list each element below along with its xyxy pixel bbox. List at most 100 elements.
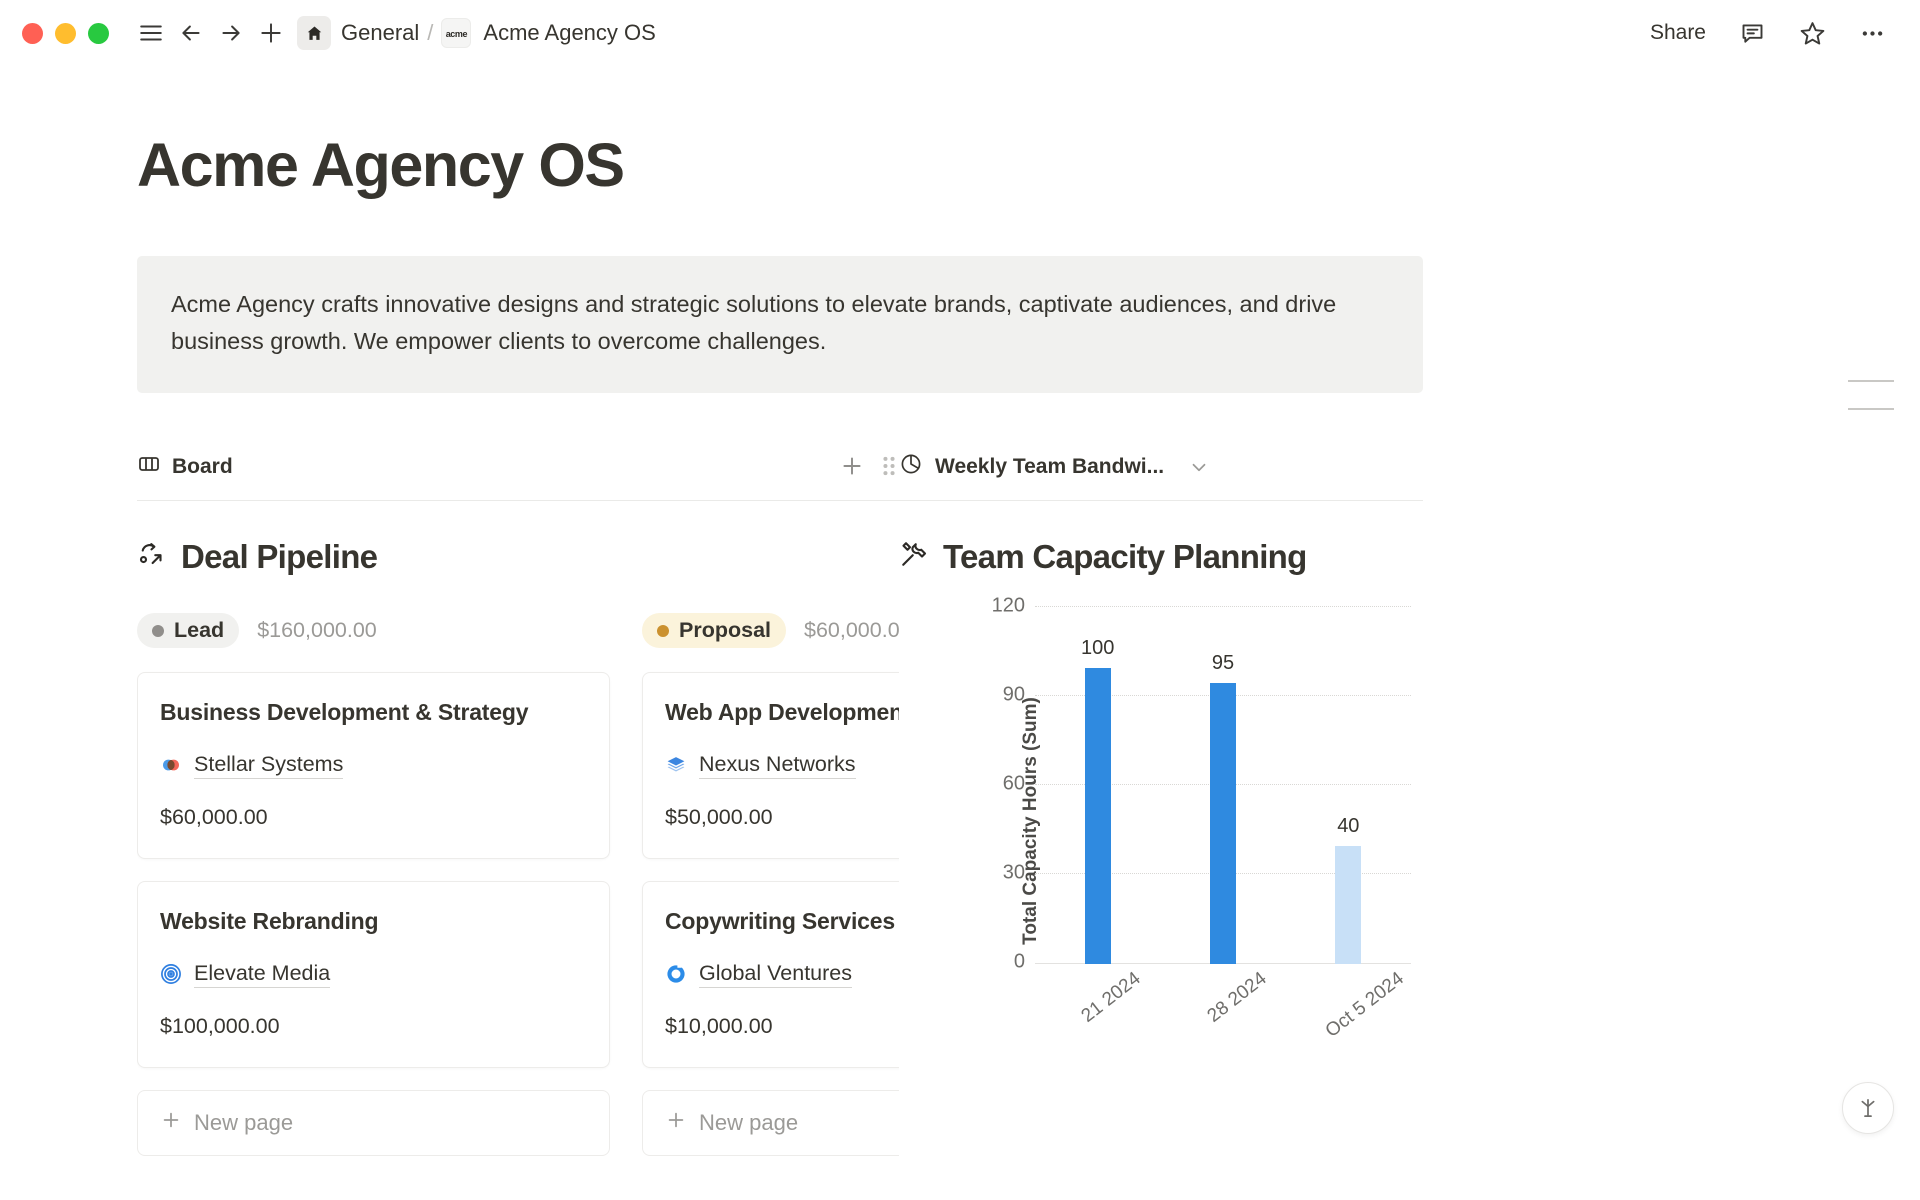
new-page-label: New page — [194, 1109, 294, 1135]
columns-area: Board — [137, 445, 1423, 1156]
column-sum-proposal: $60,000.0 — [804, 618, 899, 643]
deal-card-company-label: Stellar Systems — [194, 752, 344, 779]
x-tick-slot: 28 2024 — [1160, 968, 1285, 1027]
titlebar-actions: Share — [1644, 13, 1892, 53]
chart-bar[interactable] — [1209, 682, 1236, 964]
x-tick-slot: Oct 5 2024 — [1286, 968, 1411, 1042]
chevron-down-icon[interactable] — [1188, 456, 1210, 478]
ai-assistant-icon[interactable] — [1842, 1081, 1894, 1134]
bar-value-label: 40 — [1337, 814, 1360, 837]
add-view-plus-icon[interactable] — [839, 453, 865, 484]
overlapping-circles-icon — [160, 754, 182, 776]
deal-pipeline-label: Deal Pipeline — [181, 537, 378, 575]
minimize-window-button[interactable] — [55, 22, 76, 44]
chart-x-axis: 21 2024 28 2024 Oct 5 2024 — [1035, 968, 1411, 1042]
ellipsis-icon[interactable] — [1852, 13, 1892, 53]
deal-card[interactable]: Web App Development — [642, 671, 899, 859]
home-icon[interactable] — [297, 16, 331, 50]
arrow-right-icon[interactable] — [211, 13, 251, 53]
callout-text: Acme Agency crafts innovative designs an… — [171, 291, 1337, 354]
right-panel: Weekly Team Bandwi... — [899, 445, 1423, 1156]
chart-bars: 100 95 40 — [1035, 606, 1411, 964]
board-column-header: Lead $160,000.00 — [137, 612, 610, 650]
team-capacity-label: Team Capacity Planning — [943, 537, 1307, 575]
deal-card-company-label: Nexus Networks — [699, 752, 856, 779]
star-icon[interactable] — [1792, 13, 1832, 53]
deal-card-company[interactable]: Elevate Media — [160, 961, 587, 988]
board-view-header: Board — [137, 445, 899, 501]
tab-board[interactable]: Board — [137, 452, 233, 492]
deal-card-amount: $10,000.00 — [665, 1013, 773, 1038]
deal-card-amount: $60,000.00 — [160, 804, 268, 829]
bar-value-label: 100 — [1080, 636, 1115, 659]
resize-lines-icon[interactable] — [1848, 380, 1894, 410]
deal-card[interactable]: Copywriting Services Global Ventures — [642, 880, 899, 1068]
pipeline-arrows-icon — [137, 539, 167, 574]
team-capacity-title[interactable]: Team Capacity Planning — [899, 538, 1423, 576]
status-badge-lead[interactable]: Lead — [137, 613, 240, 649]
chart-bar-slot[interactable]: 95 — [1160, 606, 1285, 964]
chart-bar-slot[interactable]: 100 — [1035, 606, 1160, 964]
deal-card[interactable]: Website Rebranding — [137, 880, 610, 1068]
page-icon-acme: acme — [441, 18, 472, 48]
deal-pipeline-title[interactable]: Deal Pipeline — [137, 538, 899, 576]
tab-weekly-team-bandwidth[interactable]: Weekly Team Bandwi... — [899, 452, 1210, 492]
deal-card-company-label: Global Ventures — [699, 961, 852, 988]
board-column-proposal: Proposal $60,000.0 Web App Development — [642, 612, 899, 1156]
y-tick-label: 60 — [1002, 772, 1025, 795]
deal-card-company[interactable]: Global Ventures — [665, 961, 899, 988]
tab-board-label: Board — [172, 455, 233, 479]
close-window-button[interactable] — [22, 22, 43, 44]
breadcrumb-separator: / — [427, 20, 434, 45]
hamburger-menu-icon[interactable] — [131, 13, 171, 53]
plus-icon — [160, 1109, 182, 1137]
status-badge-proposal[interactable]: Proposal — [642, 613, 786, 649]
status-badge-label: Lead — [174, 618, 225, 643]
rail-line — [1848, 408, 1894, 410]
ring-icon — [665, 963, 687, 985]
left-panel: Board — [137, 445, 899, 1156]
share-button[interactable]: Share — [1649, 21, 1706, 44]
chart-bar[interactable] — [1335, 845, 1362, 964]
breadcrumb-page[interactable]: Acme Agency OS — [483, 20, 656, 45]
deal-card[interactable]: Business Development & Strategy — [137, 671, 610, 859]
breadcrumb-workspace[interactable]: General — [341, 20, 420, 45]
page-icon-wordmark: acme — [445, 29, 468, 39]
deal-card-company-label: Elevate Media — [194, 961, 331, 988]
chart-bar-slot[interactable]: 40 — [1286, 606, 1411, 964]
bar-value-label: 95 — [1211, 651, 1235, 674]
maximize-window-button[interactable] — [88, 22, 109, 44]
board: Lead $160,000.00 Business Development & … — [137, 612, 899, 1156]
arrow-left-icon[interactable] — [171, 13, 211, 53]
deal-card-title: Web App Development — [665, 698, 899, 725]
deal-card-company[interactable]: Nexus Networks — [665, 752, 899, 779]
traffic-lights — [22, 22, 109, 44]
deal-card-amount: $100,000.00 — [160, 1013, 280, 1038]
capacity-bar-chart[interactable]: Total Capacity Hours (Sum) 120 90 60 30 — [899, 594, 1423, 1042]
board-header-tools — [839, 453, 899, 492]
chart-bar[interactable] — [1084, 667, 1111, 964]
gridline — [1035, 605, 1411, 607]
pie-chart-icon — [899, 452, 923, 482]
plus-icon[interactable] — [251, 13, 291, 53]
drag-handle-dots-icon[interactable] — [879, 453, 899, 484]
new-page-button-lead[interactable]: New page — [137, 1089, 610, 1156]
y-tick-label: 90 — [1002, 683, 1025, 706]
x-tick-slot: 21 2024 — [1035, 968, 1160, 1027]
deal-card-company[interactable]: Stellar Systems — [160, 752, 587, 779]
x-tick-label: 21 2024 — [1077, 967, 1145, 1027]
page-title[interactable]: Acme Agency OS — [137, 131, 625, 199]
x-tick-label: 28 2024 — [1203, 967, 1271, 1027]
y-tick-label: 30 — [1002, 861, 1025, 884]
titlebar: General / acme Acme Agency OS Share — [0, 0, 1920, 66]
board-columns-icon — [137, 452, 161, 482]
board-column-lead: Lead $160,000.00 Business Development & … — [137, 612, 610, 1156]
callout-block[interactable]: Acme Agency crafts innovative designs an… — [137, 256, 1423, 393]
chart-view-header: Weekly Team Bandwi... — [899, 445, 1423, 501]
spiral-target-icon — [160, 963, 182, 985]
comment-icon[interactable] — [1732, 13, 1772, 53]
deal-card-amount: $50,000.00 — [665, 804, 773, 829]
chart-plot-area: 120 90 60 30 0 100 — [977, 594, 1411, 972]
new-page-button-proposal[interactable]: New page — [642, 1089, 899, 1156]
